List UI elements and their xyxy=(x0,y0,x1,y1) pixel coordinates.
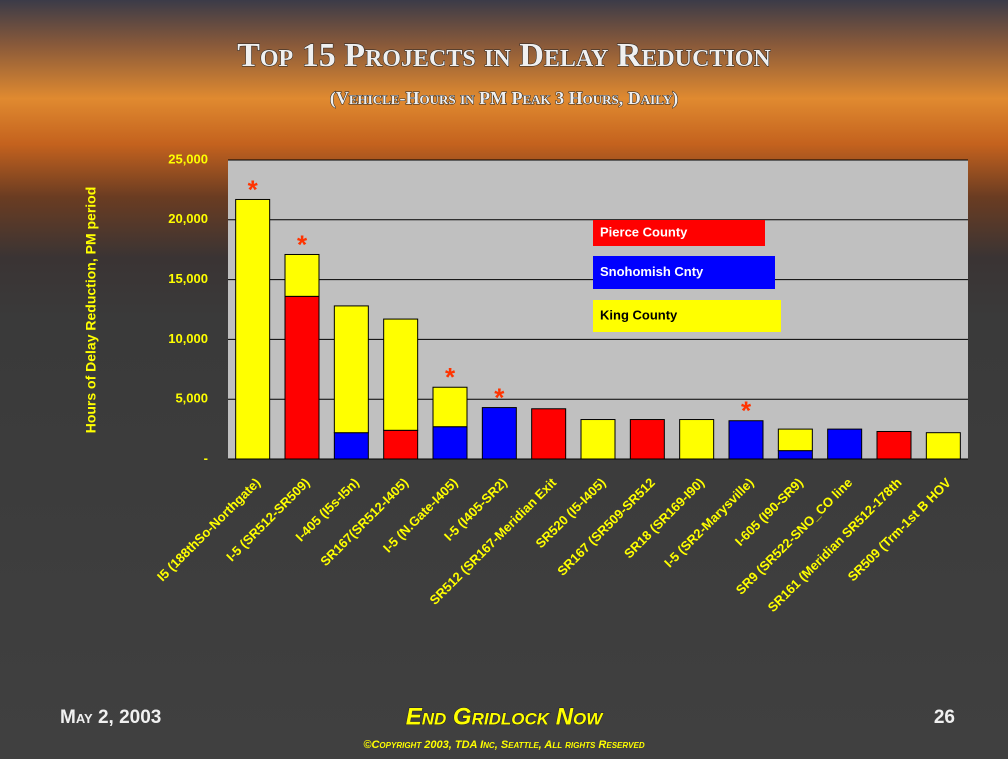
bar-segment xyxy=(531,408,567,460)
bar-segment xyxy=(580,419,616,460)
bar-segment xyxy=(432,426,468,460)
x-tick-label: SR167 (SR509-SR512 xyxy=(554,475,658,579)
legend-label: Pierce County xyxy=(600,224,688,239)
bar-segment xyxy=(284,253,320,297)
y-tick-label: - xyxy=(204,450,208,465)
legend-label: King County xyxy=(600,307,678,322)
footer-page: 26 xyxy=(934,707,955,728)
bar-segment xyxy=(235,198,271,460)
footer-copyright: ©Copyright 2003, TDA Inc, Seattle, All r… xyxy=(363,739,644,751)
bar-segment xyxy=(333,305,369,434)
y-tick-label: 5,000 xyxy=(175,391,208,406)
bar-marker: * xyxy=(741,396,752,426)
bar-segment xyxy=(777,450,813,460)
bar-segment xyxy=(629,419,665,460)
bar-segment xyxy=(728,420,764,460)
bar-segment xyxy=(876,430,912,460)
footer-slogan: End Gridlock Now xyxy=(406,703,605,730)
legend-swatch xyxy=(593,300,781,332)
y-tick-label: 20,000 xyxy=(168,211,208,226)
legend-label: Snohomish Cnty xyxy=(600,264,704,279)
y-tick-label: 10,000 xyxy=(168,331,208,346)
bar-segment xyxy=(925,432,961,460)
x-tick-label: SR167(SR512-I405) xyxy=(317,475,411,569)
bar-segment xyxy=(333,432,369,460)
y-axis-label: Hours of Delay Reduction, PM period xyxy=(83,187,99,434)
bar-marker: * xyxy=(494,382,505,412)
bar-marker: * xyxy=(445,362,456,392)
y-tick-label: 15,000 xyxy=(168,271,208,286)
legend-swatch xyxy=(593,256,775,289)
bar-segment xyxy=(827,428,863,460)
x-tick-label: SR509 (Trm-1st B HOV xyxy=(845,475,954,584)
bar-segment xyxy=(432,386,468,428)
x-tick-label: I-5 (SR2-Marysville) xyxy=(661,475,756,570)
bar-segment xyxy=(679,419,715,460)
bar-marker: * xyxy=(248,174,259,204)
chart-title: Top 15 Projects in Delay Reduction xyxy=(237,37,771,74)
y-tick-label: 25,000 xyxy=(168,151,208,166)
footer-date: May 2, 2003 xyxy=(60,707,161,728)
bar-marker: * xyxy=(297,229,308,259)
bar-segment xyxy=(777,428,813,452)
bar-segment xyxy=(383,318,419,431)
bar-segment xyxy=(481,407,517,460)
x-tick-label: I-5 (SR512-SR509) xyxy=(223,475,312,564)
bar-segment xyxy=(284,295,320,460)
chart-subtitle: (Vehicle-Hours in PM Peak 3 Hours, Daily… xyxy=(330,88,678,109)
legend-swatch xyxy=(593,220,765,246)
bar-segment xyxy=(383,429,419,460)
